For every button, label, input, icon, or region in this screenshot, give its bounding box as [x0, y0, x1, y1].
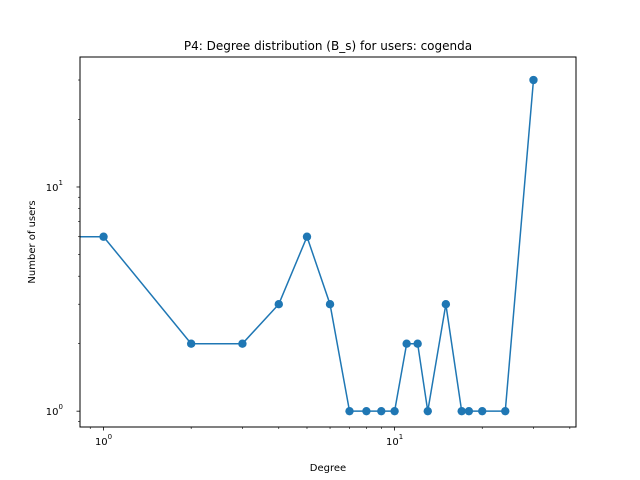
plot-area	[80, 75, 538, 416]
y-axis-label: Number of users	[27, 200, 38, 283]
data-point	[423, 406, 432, 416]
data-point	[186, 339, 196, 348]
y-tick-label: 100	[46, 403, 63, 418]
y-axis: 100 101	[46, 79, 80, 422]
x-tick-label: 100	[95, 433, 112, 448]
data-point	[274, 300, 283, 309]
data-point	[325, 300, 335, 309]
data-point	[99, 232, 108, 241]
x-axis-label: Degree	[310, 463, 346, 474]
data-point	[501, 406, 510, 416]
data-point	[441, 300, 451, 309]
data-point	[238, 339, 247, 348]
axes-frame	[79, 56, 577, 428]
data-point	[529, 75, 538, 85]
data-point	[413, 339, 422, 348]
x-axis: 100 101	[89, 427, 571, 448]
data-point	[377, 406, 386, 416]
data-point	[345, 406, 354, 416]
data-point	[402, 339, 411, 348]
chart-title: P4: Degree distribution (B_s) for users:…	[184, 39, 472, 53]
data-point	[457, 406, 466, 416]
data-point	[362, 406, 371, 416]
x-tick-label: 101	[386, 433, 403, 448]
data-point	[390, 406, 399, 416]
data-point	[478, 406, 487, 416]
data-point	[302, 232, 312, 241]
y-tick-label: 101	[46, 179, 63, 194]
data-point	[464, 406, 474, 416]
